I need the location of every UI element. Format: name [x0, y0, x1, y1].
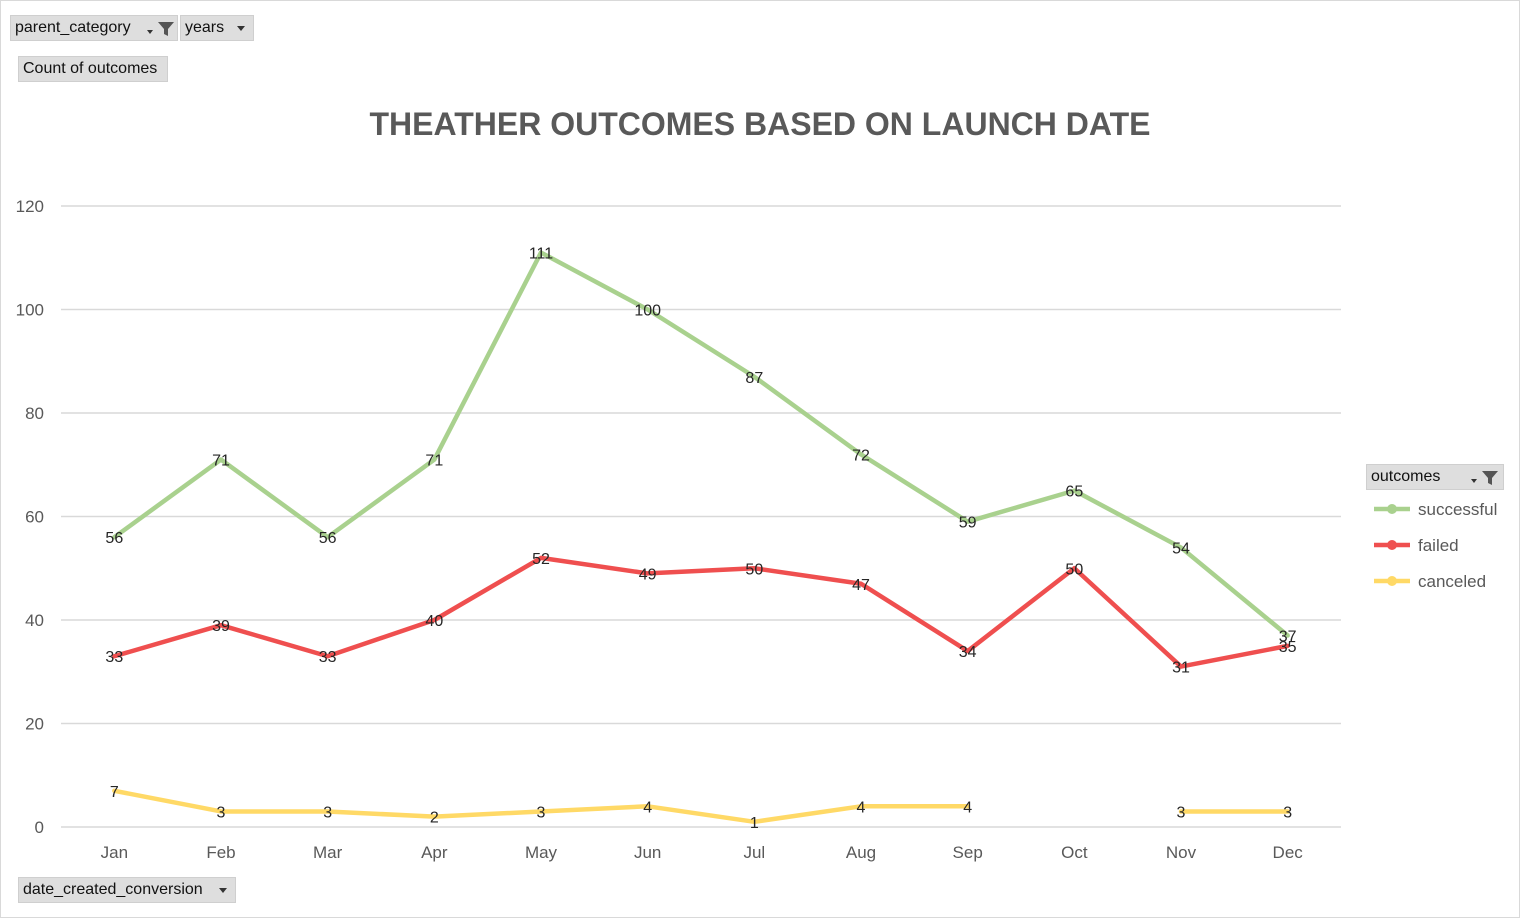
legend-field-label: outcomes: [1371, 468, 1441, 485]
x-tick-label: Apr: [421, 843, 448, 862]
data-label-failed: 31: [1172, 660, 1190, 677]
data-label-canceled: 1: [750, 815, 759, 832]
data-label-failed: 49: [639, 566, 657, 583]
dropdown-arrow-icon: [1471, 479, 1477, 483]
data-label-failed: 33: [105, 649, 123, 666]
data-label-successful: 59: [959, 515, 977, 532]
value-field-button[interactable]: Count of outcomes: [18, 56, 168, 82]
funnel-filter-icon: [158, 22, 174, 36]
parent-category-filter-button[interactable]: parent_category: [10, 15, 178, 41]
series-line-successful: [112, 250, 1290, 638]
years-filter-button[interactable]: years: [180, 15, 254, 41]
chart-legend: successful failed canceled: [1374, 500, 1497, 591]
x-tick-label: Jun: [634, 843, 661, 862]
data-label-failed: 40: [425, 613, 443, 630]
data-label-successful: 100: [634, 303, 661, 320]
chart-title: THEATHER OUTCOMES BASED ON LAUNCH DATE: [369, 106, 1150, 142]
data-label-canceled: 4: [857, 799, 866, 816]
series-lines: [112, 250, 1290, 825]
y-tick-label: 80: [25, 404, 44, 423]
x-axis-ticks: Jan Feb Mar Apr May Jun Jul Aug Sep Oct Nov Dec: [101, 843, 1304, 862]
data-label-successful: 56: [319, 530, 337, 547]
data-label-successful: 71: [212, 453, 230, 470]
data-label-successful: 87: [745, 370, 763, 387]
x-tick-label: Sep: [953, 843, 983, 862]
dropdown-arrow-icon: [147, 30, 153, 34]
data-label-canceled: 4: [643, 799, 652, 816]
legend-swatch-marker: [1387, 540, 1397, 550]
y-tick-label: 20: [25, 715, 44, 734]
data-label-successful: 72: [852, 447, 870, 464]
y-tick-label: 40: [25, 611, 44, 630]
data-label-canceled: 3: [217, 804, 226, 821]
x-tick-label: Dec: [1273, 843, 1304, 862]
value-field-label: Count of outcomes: [23, 60, 158, 77]
data-label-failed: 35: [1279, 639, 1297, 656]
legend-field-button[interactable]: outcomes: [1366, 464, 1504, 490]
gridlines: [61, 205, 1341, 828]
data-label-canceled: 3: [537, 804, 546, 821]
dropdown-arrow-icon: [219, 888, 227, 893]
data-label-canceled: 4: [963, 799, 972, 816]
x-tick-label: Jan: [101, 843, 128, 862]
data-label-canceled: 3: [1177, 804, 1186, 821]
data-label-successful: 54: [1172, 541, 1190, 558]
x-tick-label: Mar: [313, 843, 343, 862]
legend-swatch-marker: [1387, 576, 1397, 586]
y-tick-label: 100: [16, 301, 44, 320]
data-label-successful: 111: [529, 246, 553, 263]
series-line-canceled: [112, 788, 970, 825]
x-tick-label: Aug: [846, 843, 876, 862]
x-tick-label: Nov: [1166, 843, 1197, 862]
y-tick-label: 0: [35, 818, 44, 837]
data-label-failed: 50: [745, 561, 763, 578]
data-label-failed: 52: [532, 551, 550, 568]
axis-field-button[interactable]: date_created_conversion: [18, 877, 236, 903]
data-label-failed: 39: [212, 618, 230, 635]
data-label-successful: 71: [425, 453, 443, 470]
dropdown-arrow-icon: [237, 26, 245, 31]
data-label-failed: 34: [959, 644, 977, 661]
legend-entry-successful: successful: [1418, 500, 1497, 519]
x-tick-label: Feb: [206, 843, 235, 862]
data-label-failed: 50: [1065, 561, 1083, 578]
legend-entry-canceled: canceled: [1418, 572, 1486, 591]
y-tick-label: 60: [25, 508, 44, 527]
funnel-filter-icon: [1482, 471, 1498, 485]
data-label-successful: 65: [1065, 484, 1083, 501]
y-axis-ticks: 0 20 40 60 80 100 120: [16, 197, 44, 837]
data-label-failed: 33: [319, 649, 337, 666]
data-label-canceled: 2: [430, 810, 439, 827]
legend-entry-failed: failed: [1418, 536, 1459, 555]
parent-category-filter-label: parent_category: [15, 19, 131, 36]
data-label-canceled: 3: [323, 804, 332, 821]
data-label-canceled: 3: [1283, 804, 1292, 821]
data-label-failed: 47: [852, 577, 870, 594]
x-tick-label: May: [525, 843, 558, 862]
series-line-failed: [112, 555, 1290, 669]
legend-swatch-marker: [1387, 504, 1397, 514]
y-tick-label: 120: [16, 197, 44, 216]
data-label-successful: 37: [1279, 629, 1297, 646]
data-label-successful: 56: [105, 530, 123, 547]
x-tick-label: Jul: [743, 843, 765, 862]
x-tick-label: Oct: [1061, 843, 1088, 862]
axis-field-label: date_created_conversion: [23, 881, 203, 898]
data-label-canceled: 7: [110, 784, 119, 801]
years-filter-label: years: [185, 19, 225, 36]
